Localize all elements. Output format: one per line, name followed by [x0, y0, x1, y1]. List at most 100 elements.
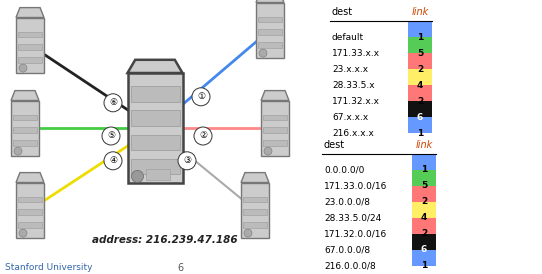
- Text: 216.0.0.0/8: 216.0.0.0/8: [324, 261, 376, 270]
- Bar: [11, 101, 39, 156]
- Bar: [243, 197, 267, 202]
- Bar: [13, 140, 37, 145]
- Text: default: default: [332, 33, 364, 41]
- Bar: [243, 222, 267, 228]
- Text: 2: 2: [417, 96, 423, 105]
- Bar: [258, 17, 282, 22]
- Circle shape: [14, 147, 22, 155]
- Circle shape: [264, 147, 272, 155]
- Bar: [263, 127, 287, 133]
- Text: link: link: [415, 140, 433, 150]
- Bar: [263, 140, 287, 145]
- Bar: [263, 115, 287, 120]
- Text: 1: 1: [421, 261, 427, 270]
- Text: ⑤: ⑤: [107, 132, 115, 141]
- Text: 2: 2: [421, 230, 427, 238]
- Bar: [412, 186, 436, 202]
- Bar: [18, 222, 42, 228]
- Circle shape: [104, 152, 122, 170]
- Text: 67.0.0.0/8: 67.0.0.0/8: [324, 246, 370, 255]
- Text: 0.0.0.0/0: 0.0.0.0/0: [324, 165, 364, 175]
- Text: 4: 4: [421, 213, 427, 222]
- Bar: [131, 86, 179, 102]
- Text: 28.33.5.x: 28.33.5.x: [332, 81, 375, 90]
- Circle shape: [19, 64, 27, 72]
- Text: 5: 5: [417, 48, 423, 58]
- Polygon shape: [261, 91, 289, 101]
- Bar: [18, 197, 42, 202]
- Bar: [408, 53, 432, 69]
- Bar: [412, 154, 436, 170]
- Bar: [18, 57, 42, 62]
- Text: 4: 4: [417, 81, 423, 90]
- Text: 6: 6: [421, 246, 427, 255]
- Text: Stanford University: Stanford University: [5, 264, 93, 273]
- Text: 67.x.x.x: 67.x.x.x: [332, 113, 368, 121]
- Bar: [13, 115, 37, 120]
- Text: address: 216.239.47.186: address: 216.239.47.186: [92, 235, 238, 245]
- Bar: [412, 234, 436, 250]
- Text: 5: 5: [421, 181, 427, 190]
- Bar: [258, 42, 282, 48]
- Bar: [258, 29, 282, 35]
- Polygon shape: [127, 60, 183, 73]
- Circle shape: [194, 127, 212, 145]
- Circle shape: [192, 88, 210, 106]
- Bar: [261, 101, 289, 156]
- Text: 171.33.x.x: 171.33.x.x: [332, 48, 380, 58]
- Bar: [145, 169, 170, 180]
- Circle shape: [244, 229, 252, 237]
- Text: 2: 2: [421, 198, 427, 207]
- Bar: [408, 21, 432, 37]
- Text: dest: dest: [332, 7, 353, 17]
- Text: ④: ④: [109, 156, 117, 165]
- Polygon shape: [241, 173, 269, 182]
- Bar: [131, 159, 179, 174]
- Text: 23.0.0.0/8: 23.0.0.0/8: [324, 198, 370, 207]
- Text: ②: ②: [199, 132, 207, 141]
- Text: 171.32.0.0/16: 171.32.0.0/16: [324, 230, 387, 238]
- Text: 1: 1: [417, 129, 423, 138]
- Bar: [241, 182, 269, 238]
- Bar: [18, 209, 42, 215]
- Bar: [412, 218, 436, 234]
- Text: dest: dest: [324, 140, 345, 150]
- Bar: [243, 209, 267, 215]
- Text: 216.x.x.x: 216.x.x.x: [332, 129, 374, 138]
- Text: link: link: [411, 7, 429, 17]
- Bar: [13, 127, 37, 133]
- Text: 171.33.0.0/16: 171.33.0.0/16: [324, 181, 388, 190]
- Text: ①: ①: [197, 92, 205, 101]
- Polygon shape: [16, 173, 44, 182]
- Bar: [408, 69, 432, 85]
- Text: 2: 2: [417, 64, 423, 73]
- Bar: [408, 117, 432, 133]
- Polygon shape: [256, 0, 284, 2]
- Bar: [18, 44, 42, 50]
- Bar: [408, 85, 432, 101]
- Polygon shape: [11, 91, 39, 101]
- Text: ③: ③: [183, 156, 191, 165]
- Circle shape: [132, 170, 144, 182]
- Circle shape: [104, 94, 122, 112]
- Text: 23.x.x.x: 23.x.x.x: [332, 64, 368, 73]
- Bar: [131, 135, 179, 150]
- Bar: [408, 37, 432, 53]
- Text: 1: 1: [417, 33, 423, 41]
- Bar: [127, 73, 183, 183]
- Text: 28.33.5.0/24: 28.33.5.0/24: [324, 213, 381, 222]
- Text: ⑥: ⑥: [109, 98, 117, 107]
- Text: 1: 1: [421, 165, 427, 175]
- Polygon shape: [16, 8, 44, 18]
- Bar: [412, 170, 436, 186]
- Text: 171.32.x.x: 171.32.x.x: [332, 96, 380, 105]
- Text: 6: 6: [417, 113, 423, 121]
- Bar: [412, 250, 436, 266]
- Circle shape: [102, 127, 120, 145]
- Bar: [18, 32, 42, 37]
- Bar: [16, 18, 44, 73]
- Bar: [16, 182, 44, 238]
- Bar: [131, 110, 179, 126]
- Circle shape: [19, 229, 27, 237]
- Text: 6: 6: [177, 263, 183, 273]
